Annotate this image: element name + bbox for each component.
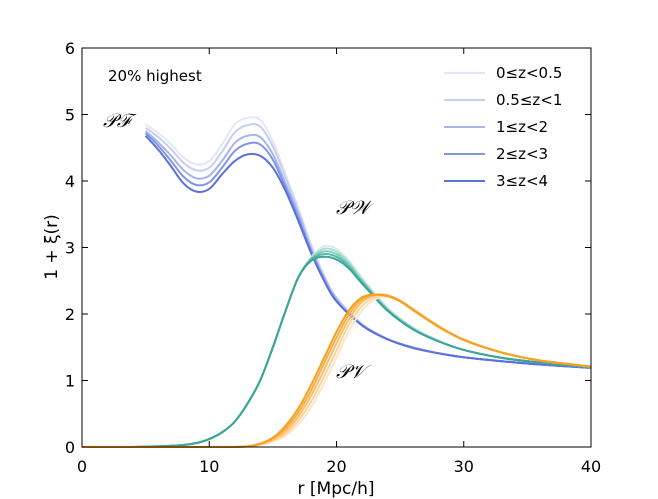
legend-label-1: 0.5≤z<1 — [496, 91, 562, 109]
curve-group — [81, 116, 592, 449]
legend-label-2: 1≤z<2 — [496, 118, 548, 136]
legend: 0≤z<0.5 0.5≤z<1 1≤z<2 2≤z<3 3≤z<4 — [444, 64, 562, 190]
x-axis-title: r [Mpc/h] — [298, 479, 375, 499]
y-tick-label-2: 2 — [65, 305, 75, 324]
x-tick-label-20: 20 — [326, 457, 346, 476]
x-tick-label-40: 40 — [581, 457, 601, 476]
series-line-pf-3 — [144, 132, 592, 369]
y-tick-label-4: 4 — [65, 172, 75, 191]
y-tick-label-6: 6 — [65, 39, 75, 58]
curve-label-pf: 𝒫ℱ — [103, 110, 137, 132]
series-line-pw-0 — [81, 244, 592, 449]
y-tick-label-1: 1 — [65, 372, 75, 391]
x-tick-label-0: 0 — [77, 457, 87, 476]
series-line-pw-4 — [81, 255, 592, 449]
x-tick-label-10: 10 — [199, 457, 219, 476]
annotation-text: 20% highest — [108, 67, 202, 85]
curve-label-pv: 𝒫𝒱 — [336, 361, 372, 383]
curve-label-pw: 𝒫𝒲 — [336, 197, 374, 219]
y-tick-label-5: 5 — [65, 106, 75, 125]
series-line-pf-2 — [144, 130, 592, 369]
legend-label-4: 3≤z<4 — [496, 172, 548, 190]
legend-label-3: 2≤z<3 — [496, 145, 548, 163]
series-line-pw-1 — [81, 247, 592, 449]
y-axis-title: 1 + ξ(r) — [42, 214, 62, 280]
series-line-pf-4 — [144, 135, 592, 369]
y-tick-label-0: 0 — [65, 438, 75, 457]
legend-label-0: 0≤z<0.5 — [496, 64, 562, 82]
y-tick-label-3: 3 — [65, 239, 75, 258]
axes-group: 0 10 20 30 40 0 1 2 3 4 5 6 — [65, 39, 601, 476]
series-line-pv-4 — [82, 293, 592, 449]
x-tick-label-30: 30 — [454, 457, 474, 476]
